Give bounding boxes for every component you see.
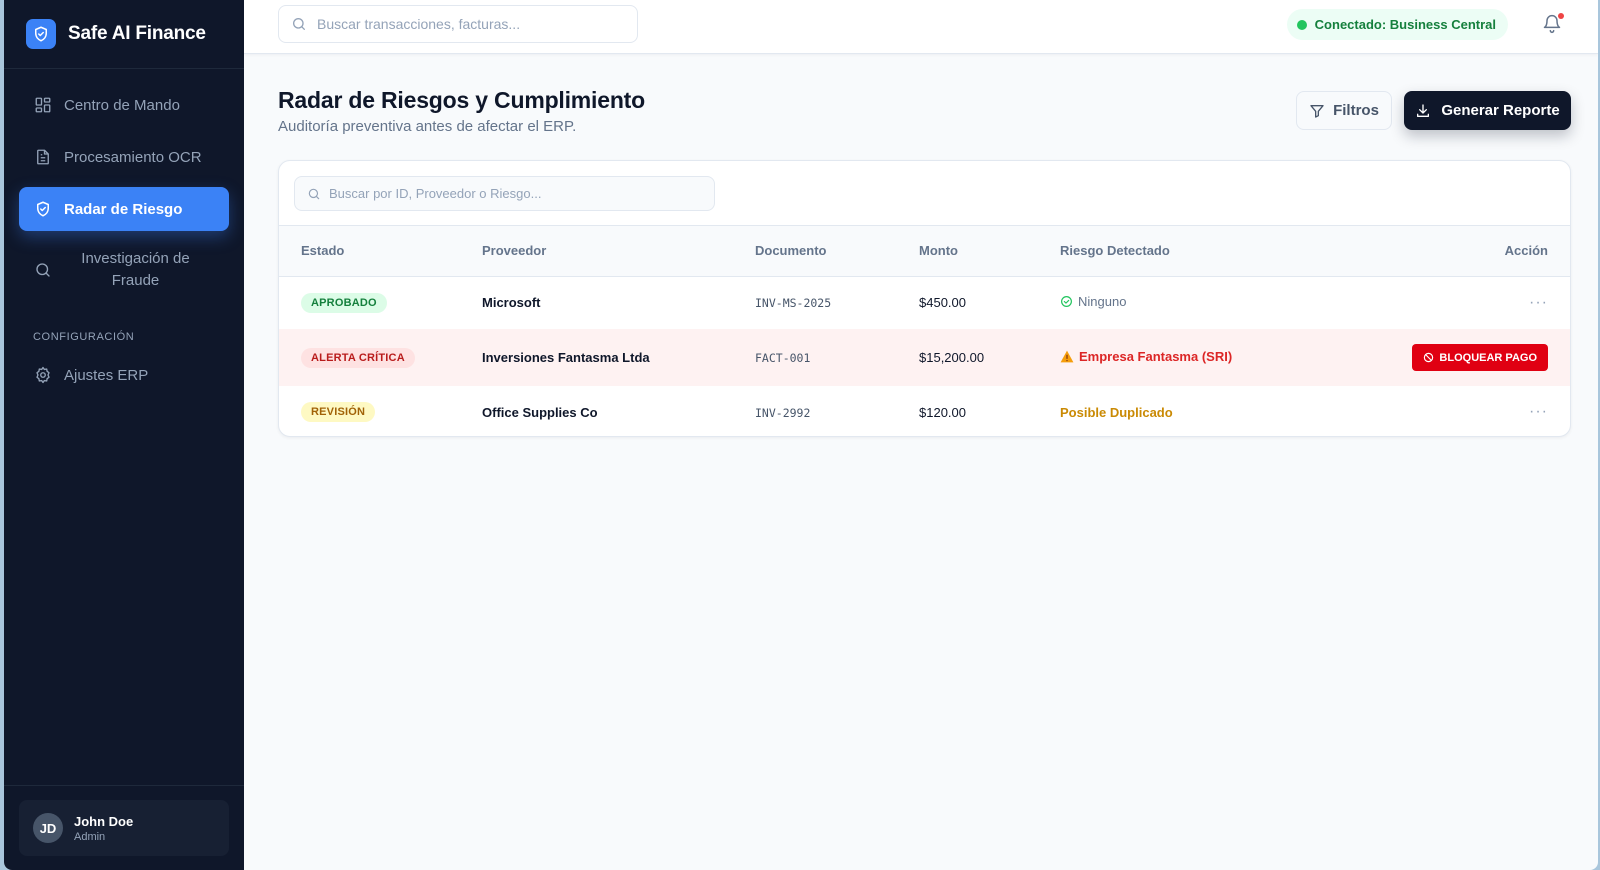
risk-detected: Ninguno — [1060, 294, 1126, 309]
sidebar-item-label: Procesamiento OCR — [64, 148, 202, 166]
top-bar: Conectado: Business Central — [244, 0, 1598, 54]
risk-table-card: Estado Proveedor Documento Monto Riesgo … — [278, 160, 1571, 437]
user-area: JD John Doe Admin — [4, 785, 244, 870]
page-subtitle: Auditoría preventiva antes de afectar el… — [278, 118, 577, 135]
block-payment-button[interactable]: BLOQUEAR PAGO — [1412, 344, 1548, 371]
sidebar-item-radar-de-riesgo[interactable]: Radar de Riesgo — [19, 187, 229, 231]
block-payment-label: BLOQUEAR PAGO — [1439, 351, 1537, 364]
table-toolbar — [279, 161, 1570, 226]
user-profile-card[interactable]: JD John Doe Admin — [19, 800, 229, 856]
table-row[interactable]: REVISIÓN Office Supplies Co INV-2992 $12… — [279, 386, 1570, 436]
notifications-button[interactable] — [1542, 13, 1564, 36]
app-window: Safe AI Finance Centro de Mando Procesam… — [4, 0, 1598, 870]
global-search[interactable] — [278, 5, 638, 43]
user-role: Admin — [74, 830, 106, 843]
check-circle-icon — [1060, 295, 1073, 308]
column-header-monto[interactable]: Monto — [919, 243, 958, 259]
generate-report-button[interactable]: Generar Reporte — [1404, 91, 1571, 130]
download-icon — [1415, 103, 1431, 119]
search-icon — [307, 187, 321, 201]
risk-detected: Empresa Fantasma (SRI) — [1060, 349, 1232, 364]
page-title: Radar de Riesgos y Cumplimiento — [278, 87, 645, 113]
risk-table: Estado Proveedor Documento Monto Riesgo … — [279, 226, 1570, 436]
status-badge: REVISIÓN — [301, 402, 376, 422]
more-actions-button[interactable]: ··· — [1529, 403, 1548, 420]
table-row[interactable]: ALERTA CRÍTICA Inversiones Fantasma Ltda… — [279, 329, 1570, 386]
table-row[interactable]: APROBADO Microsoft INV-MS-2025 $450.00 N… — [279, 276, 1570, 329]
bell-icon — [1542, 14, 1564, 34]
table-search[interactable] — [294, 176, 715, 211]
vendor-name: Microsoft — [482, 295, 541, 311]
global-search-input[interactable] — [317, 16, 617, 32]
grid-icon — [33, 95, 53, 115]
sidebar-item-procesamiento-ocr[interactable]: Procesamiento OCR — [19, 135, 229, 179]
avatar: JD — [33, 813, 63, 843]
sidebar-item-investigacion-de-fraude[interactable]: Investigación de Fraude — [19, 239, 229, 301]
section-label-configuracion: CONFIGURACIÓN — [33, 331, 135, 343]
amount: $450.00 — [919, 295, 966, 311]
more-actions-button[interactable]: ··· — [1529, 293, 1548, 311]
document-id: INV-2992 — [755, 405, 811, 420]
notification-badge — [1558, 13, 1564, 19]
status-badge: ALERTA CRÍTICA — [301, 347, 415, 368]
risk-detected: Posible Duplicado — [1060, 404, 1173, 420]
sidebar-item-label: Ajustes ERP — [64, 366, 149, 384]
ban-icon — [1423, 352, 1434, 363]
shield-check-icon — [33, 199, 53, 219]
sidebar-item-label: Radar de Riesgo — [64, 200, 183, 218]
status-badge: APROBADO — [301, 292, 387, 313]
table-header-row: Estado Proveedor Documento Monto Riesgo … — [279, 226, 1570, 276]
column-header-proveedor[interactable]: Proveedor — [482, 243, 547, 259]
vendor-name: Inversiones Fantasma Ltda — [482, 350, 650, 365]
sidebar-item-label: Investigación de Fraude — [81, 250, 190, 289]
main-content: Radar de Riesgos y Cumplimiento Auditorí… — [244, 54, 1598, 870]
sidebar-item-label: Centro de Mando — [64, 96, 180, 114]
warning-icon — [1060, 350, 1074, 363]
sidebar-nav: Centro de Mando Procesamiento OCR Radar … — [4, 69, 244, 397]
app-name: Safe AI Finance — [68, 23, 206, 44]
brand[interactable]: Safe AI Finance — [4, 0, 244, 69]
document-id: INV-MS-2025 — [755, 296, 832, 311]
search-icon — [291, 16, 307, 32]
gear-icon — [33, 365, 53, 385]
table-search-input[interactable] — [329, 186, 709, 201]
vendor-name: Office Supplies Co — [482, 404, 598, 420]
connection-status-badge: Conectado: Business Central — [1286, 9, 1508, 40]
status-dot-icon — [1296, 19, 1307, 30]
amount: $15,200.00 — [919, 350, 985, 365]
column-header-documento[interactable]: Documento — [755, 243, 827, 259]
generate-report-label: Generar Reporte — [1441, 102, 1560, 119]
column-header-accion: Acción — [1504, 243, 1548, 259]
sidebar-item-ajustes-erp[interactable]: Ajustes ERP — [19, 353, 229, 397]
filter-icon — [1309, 103, 1325, 119]
sidebar: Safe AI Finance Centro de Mando Procesam… — [4, 0, 244, 870]
column-header-riesgo[interactable]: Riesgo Detectado — [1060, 243, 1170, 259]
connection-status-text: Conectado: Business Central — [1314, 17, 1496, 32]
filters-label: Filtros — [1333, 102, 1379, 119]
search-icon — [33, 260, 53, 280]
user-name: John Doe — [74, 813, 134, 829]
column-header-estado[interactable]: Estado — [301, 243, 345, 259]
shield-logo-icon — [26, 19, 56, 49]
risk-text: Ninguno — [1078, 294, 1127, 310]
sidebar-item-centro-de-mando[interactable]: Centro de Mando — [19, 83, 229, 127]
filters-button[interactable]: Filtros — [1296, 91, 1392, 130]
amount: $120.00 — [919, 404, 966, 420]
document-icon — [33, 147, 53, 167]
risk-text: Empresa Fantasma (SRI) — [1079, 349, 1233, 364]
document-id: FACT-001 — [755, 351, 811, 365]
